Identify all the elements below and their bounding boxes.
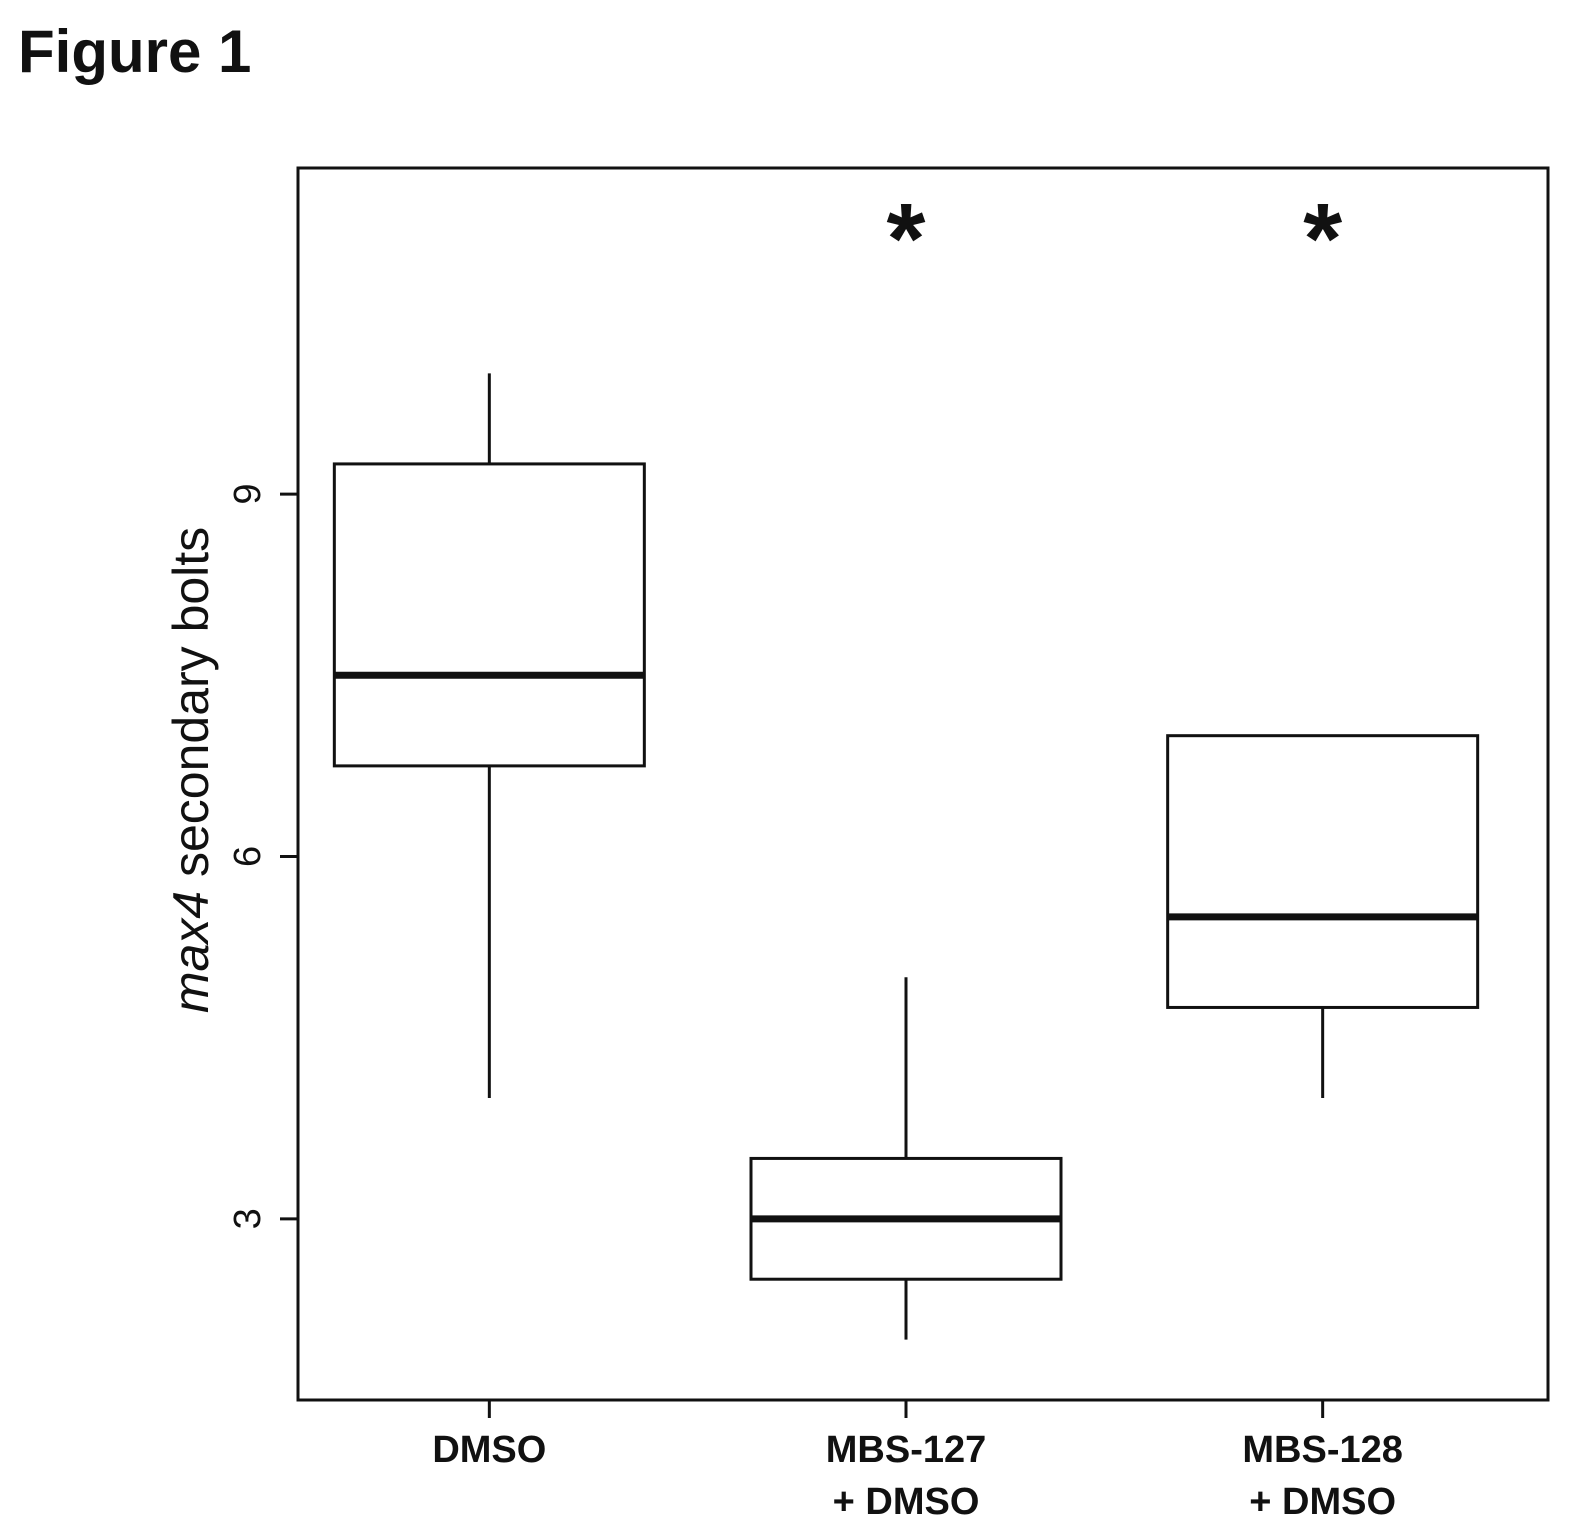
svg-text:max4 secondary bolts: max4 secondary bolts [163,527,219,1013]
plot-frame [296,166,1550,1402]
significance-asterisk: * [887,183,926,295]
box-group [332,373,646,1099]
y-tick-label-group: 3 [227,1208,269,1229]
significance-asterisk: * [1303,183,1342,295]
x-tick-label-line: + DMSO [833,1481,980,1523]
x-tick-label: MBS-128 + DMSO [1242,1429,1403,1523]
y-tick-label: 3 [227,1208,269,1229]
y-tick-label-group: 9 [227,484,269,505]
box-group: * [1166,183,1480,1099]
x-tick-label: DMSO [432,1429,546,1471]
boxes: * * [332,183,1480,1340]
x-tick-label-line: MBS-128 [1242,1429,1403,1471]
x-tick-label: MBS-127 + DMSO [826,1429,987,1523]
y-axis-label-italic: max4 [163,891,219,1013]
y-axis-label: max4 secondary bolts [163,527,219,1013]
y-axis-label-text: secondary bolts [163,527,219,891]
box-group: * [749,183,1063,1340]
y-tick-label-group: 6 [227,846,269,867]
box [332,462,646,768]
y-axis: 3 6 9 [227,484,298,1229]
x-tick-label-line: MBS-127 [826,1429,987,1471]
box [1166,734,1480,1009]
x-tick-label-line: + DMSO [1249,1481,1396,1523]
y-tick-label: 6 [227,846,269,867]
x-axis: DMSO MBS-127 + DMSO MBS-128 + DMSO [432,1400,1403,1523]
figure-title: Figure 1 [18,18,251,85]
y-tick-label: 9 [227,484,269,505]
x-tick-label-line: DMSO [432,1429,546,1471]
